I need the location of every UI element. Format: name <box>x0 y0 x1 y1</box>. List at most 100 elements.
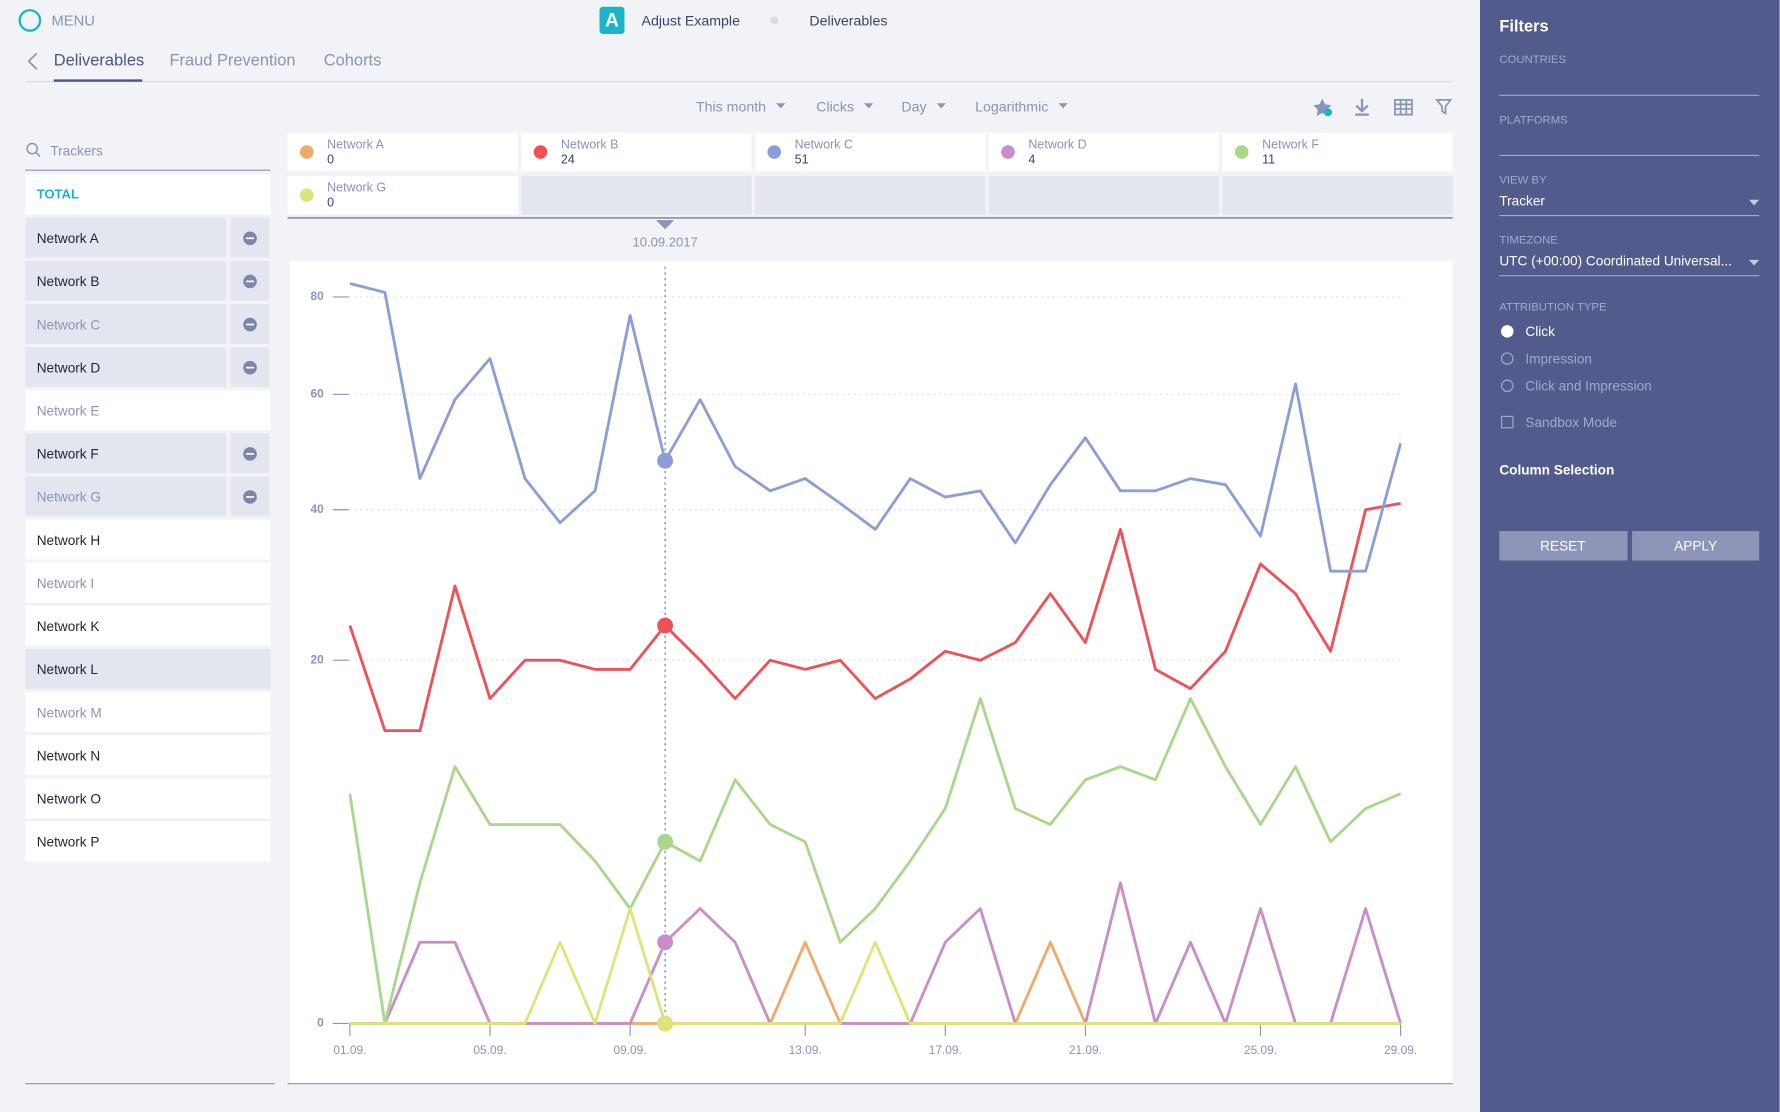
timezone-select[interactable]: UTC (+00:00) Coordinated Universal... <box>1499 254 1732 269</box>
dropdown-arrow[interactable] <box>1058 103 1068 109</box>
tracker-row[interactable] <box>25 260 227 301</box>
tracker-name[interactable]: Network N <box>37 748 101 763</box>
tracker-name[interactable]: Network D <box>37 360 101 375</box>
tracker-row[interactable] <box>25 390 271 431</box>
x-tick-label: 09.09. <box>614 1043 647 1057</box>
filter-label: TIMEZONE <box>1499 235 1558 247</box>
tracker-row[interactable] <box>25 217 227 258</box>
legend-item[interactable] <box>754 132 986 172</box>
tracker-row[interactable] <box>25 778 271 819</box>
dropdown-arrow[interactable] <box>864 103 874 109</box>
toolbar-dropdown[interactable]: Clicks <box>816 100 854 116</box>
tracker-name[interactable]: Network K <box>37 619 100 634</box>
view-by-select[interactable]: Tracker <box>1499 194 1545 209</box>
tracker-name[interactable]: Network F <box>37 447 99 462</box>
legend-item[interactable] <box>287 132 518 172</box>
app-logo-letter: A <box>605 11 619 32</box>
tracker-name[interactable]: Network A <box>37 231 100 246</box>
tracker-row[interactable] <box>25 735 271 775</box>
radio-button[interactable] <box>1501 352 1514 365</box>
filter-label: PLATFORMS <box>1499 114 1568 126</box>
tracker-name[interactable]: Network P <box>37 835 100 850</box>
tab[interactable]: Fraud Prevention <box>169 52 295 70</box>
legend-item[interactable] <box>988 132 1220 172</box>
filter-label: COUNTRIES <box>1499 54 1566 66</box>
tracker-row[interactable] <box>25 649 271 689</box>
tracker-name[interactable]: Network O <box>37 792 101 807</box>
filters-title: Filters <box>1499 18 1548 36</box>
dropdown-arrow[interactable] <box>1748 199 1760 206</box>
total-label[interactable]: TOTAL <box>37 187 79 202</box>
legend-value: 4 <box>1028 152 1035 166</box>
tracker-row[interactable] <box>25 605 271 646</box>
legend-item[interactable] <box>521 132 752 172</box>
tracker-name[interactable]: Network L <box>37 662 99 677</box>
date-marker-label: 10.09.2017 <box>632 234 697 249</box>
y-tick-label: 40 <box>311 502 325 516</box>
legend-empty-slot <box>1222 175 1453 215</box>
tracker-name[interactable]: Network C <box>37 317 101 332</box>
dropdown-arrow[interactable] <box>776 103 786 109</box>
selected-point[interactable] <box>657 452 674 469</box>
radio-button[interactable] <box>1501 325 1514 338</box>
toolbar-dropdown[interactable]: This month <box>696 100 766 116</box>
apply-button[interactable] <box>1632 531 1760 561</box>
app-logo <box>599 6 625 35</box>
filter-button[interactable] <box>1435 99 1453 116</box>
reset-button-label[interactable]: RESET <box>1540 539 1585 554</box>
back-button[interactable] <box>27 52 38 70</box>
search-input[interactable]: Trackers <box>50 144 103 159</box>
tracker-name[interactable]: Network G <box>37 490 101 505</box>
x-tick-label: 29.09. <box>1384 1043 1417 1057</box>
selected-point[interactable] <box>657 833 674 850</box>
legend-item[interactable] <box>1222 132 1453 172</box>
column-selection[interactable]: Column Selection <box>1499 462 1614 477</box>
tracker-name[interactable]: Network H <box>37 533 101 548</box>
radio-button[interactable] <box>1501 379 1514 393</box>
dropdown-arrow[interactable] <box>1748 259 1760 266</box>
sandbox-checkbox[interactable] <box>1501 415 1514 429</box>
legend-value: 51 <box>795 152 809 166</box>
apply-button-label[interactable]: APPLY <box>1674 539 1717 554</box>
tracker-name[interactable]: Network M <box>37 705 102 720</box>
date-marker[interactable] <box>656 220 675 230</box>
y-tick-label: 20 <box>311 652 325 666</box>
download-button[interactable] <box>1355 98 1369 116</box>
columns-button[interactable] <box>1394 99 1413 116</box>
tracker-row[interactable] <box>25 821 271 862</box>
legend-value: 24 <box>561 152 575 166</box>
app-name[interactable]: Adjust Example <box>642 13 741 29</box>
sandbox-label[interactable]: Sandbox Mode <box>1525 415 1617 430</box>
radio-label[interactable]: Click <box>1525 324 1555 339</box>
radio-label[interactable]: Click and Impression <box>1525 379 1651 394</box>
selected-point[interactable] <box>657 1015 674 1032</box>
page-name[interactable]: Deliverables <box>809 13 887 29</box>
tracker-row[interactable] <box>25 304 227 344</box>
dropdown-arrow[interactable] <box>936 103 946 109</box>
tab[interactable]: Cohorts <box>324 52 382 70</box>
tracker-row[interactable] <box>25 476 227 517</box>
selected-point[interactable] <box>657 617 674 634</box>
x-tick-label: 25.09. <box>1244 1043 1277 1057</box>
total-row[interactable] <box>25 174 271 215</box>
tracker-row[interactable] <box>25 692 271 732</box>
selected-point[interactable] <box>657 934 674 951</box>
toolbar-dropdown[interactable]: Logarithmic <box>975 100 1048 116</box>
tracker-row[interactable] <box>25 433 227 474</box>
tracker-name[interactable]: Network E <box>37 403 100 418</box>
tracker-name[interactable]: Network I <box>37 576 94 591</box>
tracker-name[interactable]: Network B <box>37 274 100 289</box>
y-tick-label: 60 <box>311 386 325 400</box>
menu-label[interactable]: MENU <box>51 13 94 29</box>
tracker-row[interactable] <box>25 519 271 560</box>
tracker-row[interactable] <box>25 347 227 387</box>
tab[interactable]: Deliverables <box>54 52 144 70</box>
legend-item[interactable] <box>287 175 518 215</box>
tracker-row[interactable] <box>25 562 271 603</box>
menu-icon[interactable] <box>18 9 42 32</box>
reset-button[interactable] <box>1499 531 1628 561</box>
radio-label[interactable]: Impression <box>1525 351 1592 366</box>
x-tick-label: 01.09. <box>333 1043 366 1057</box>
toolbar-dropdown[interactable]: Day <box>901 100 927 116</box>
